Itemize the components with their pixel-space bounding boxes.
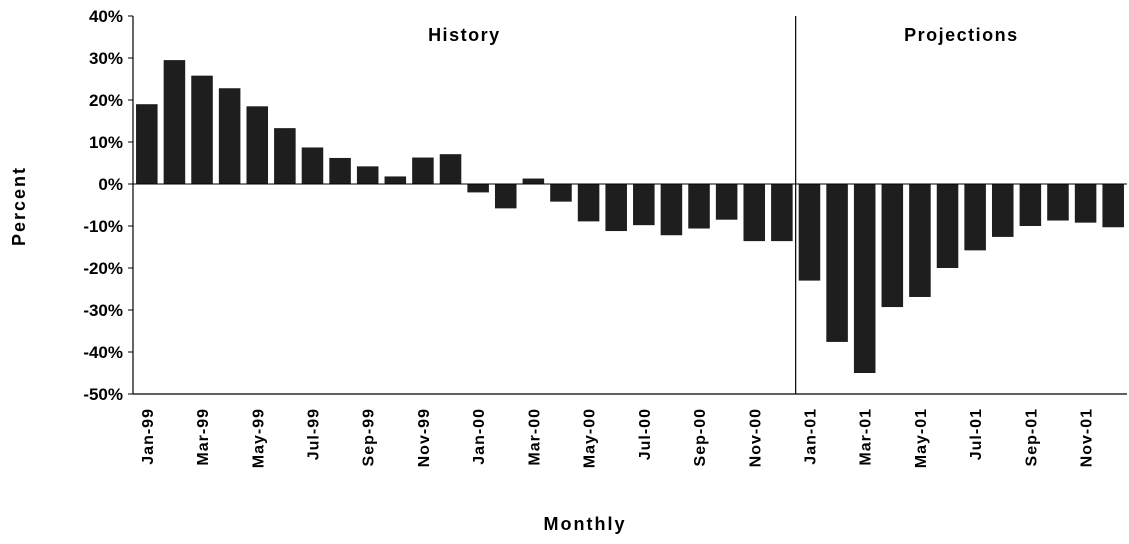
y-tick-label: 30% (89, 49, 123, 68)
bar-apr-99 (218, 88, 241, 184)
region-label-projections: Projections (904, 25, 1019, 45)
bar-mar-00 (522, 178, 545, 184)
y-tick-label: 20% (89, 91, 123, 110)
x-tick-label: Sep-00 (692, 408, 709, 466)
bar-oct-01 (1047, 184, 1069, 221)
bar-jan-01 (798, 184, 821, 281)
x-tick-label: Nov-99 (416, 408, 433, 467)
x-tick-label: Nov-01 (1079, 408, 1096, 467)
y-tick-label: -20% (83, 259, 123, 278)
bar-feb-99 (163, 60, 186, 184)
bar-dec-01 (1102, 184, 1124, 228)
x-tick-label: Mar-00 (526, 408, 543, 466)
bar-jun-00 (605, 184, 627, 232)
bar-mar-01 (853, 184, 876, 373)
bar-jul-01 (964, 184, 986, 251)
bar-dec-99 (439, 154, 462, 184)
bar-sep-99 (356, 166, 379, 184)
x-tick-label: Nov-00 (747, 408, 764, 467)
x-tick-label: Jul-01 (968, 408, 985, 460)
bar-jul-99 (301, 147, 324, 184)
y-tick-label: 10% (89, 133, 123, 152)
labels: 40% 30% 20% 10% 0% -10% -20% -30% -40% -50% Jan-99… (9, 7, 1096, 534)
region-label-history: History (428, 25, 501, 45)
x-tick-label: Jan-99 (140, 408, 157, 465)
bar-may-00 (577, 184, 600, 222)
bar-dec-00 (771, 184, 793, 242)
y-tick-label: 0% (98, 175, 123, 194)
axes (128, 15, 1127, 395)
bar-oct-99 (384, 176, 407, 184)
x-tick-label: May-00 (582, 408, 599, 468)
bar-nov-00 (743, 184, 766, 242)
bar-apr-01 (881, 184, 904, 308)
bars (136, 60, 1124, 373)
x-tick-label: Jan-00 (471, 408, 488, 465)
bar-jan-99 (136, 104, 158, 184)
x-tick-label: Jan-01 (802, 408, 819, 465)
bar-may-99 (246, 106, 269, 184)
x-tick-label: Sep-01 (1023, 408, 1040, 466)
bar-oct-00 (715, 184, 738, 220)
x-tick-label: Mar-01 (858, 408, 875, 466)
bar-aug-00 (660, 184, 683, 236)
y-axis-title: Percent (9, 166, 29, 246)
y-tick-label: -50% (83, 385, 123, 404)
bar-aug-01 (991, 184, 1014, 237)
bar-sep-00 (688, 184, 710, 229)
x-axis-title: Monthly (544, 514, 627, 534)
y-tick-label: 40% (89, 7, 123, 26)
bar-apr-00 (550, 184, 572, 202)
bar-nov-01 (1074, 184, 1097, 223)
bar-aug-99 (329, 157, 351, 184)
bar-feb-01 (826, 184, 848, 342)
x-tick-label: Jul-99 (305, 408, 322, 460)
bar-feb-00 (494, 184, 517, 209)
bar-jan-00 (467, 184, 489, 193)
y-tick-label: -30% (83, 301, 123, 320)
bar-may-01 (909, 184, 931, 297)
x-tick-label: Jul-00 (637, 408, 654, 460)
bar-nov-99 (412, 157, 434, 184)
x-tick-label: Sep-99 (361, 408, 378, 466)
x-tick-label: Mar-99 (195, 408, 212, 466)
bar-jul-00 (633, 184, 655, 226)
bar-jun-01 (936, 184, 959, 268)
bar-sep-01 (1019, 184, 1042, 226)
bar-jun-99 (274, 128, 296, 184)
y-tick-label: -40% (83, 343, 123, 362)
x-tick-label: May-99 (250, 408, 267, 468)
y-tick-label: -10% (83, 217, 123, 236)
x-tick-label: May-01 (913, 408, 930, 468)
bar-mar-99 (191, 75, 213, 184)
